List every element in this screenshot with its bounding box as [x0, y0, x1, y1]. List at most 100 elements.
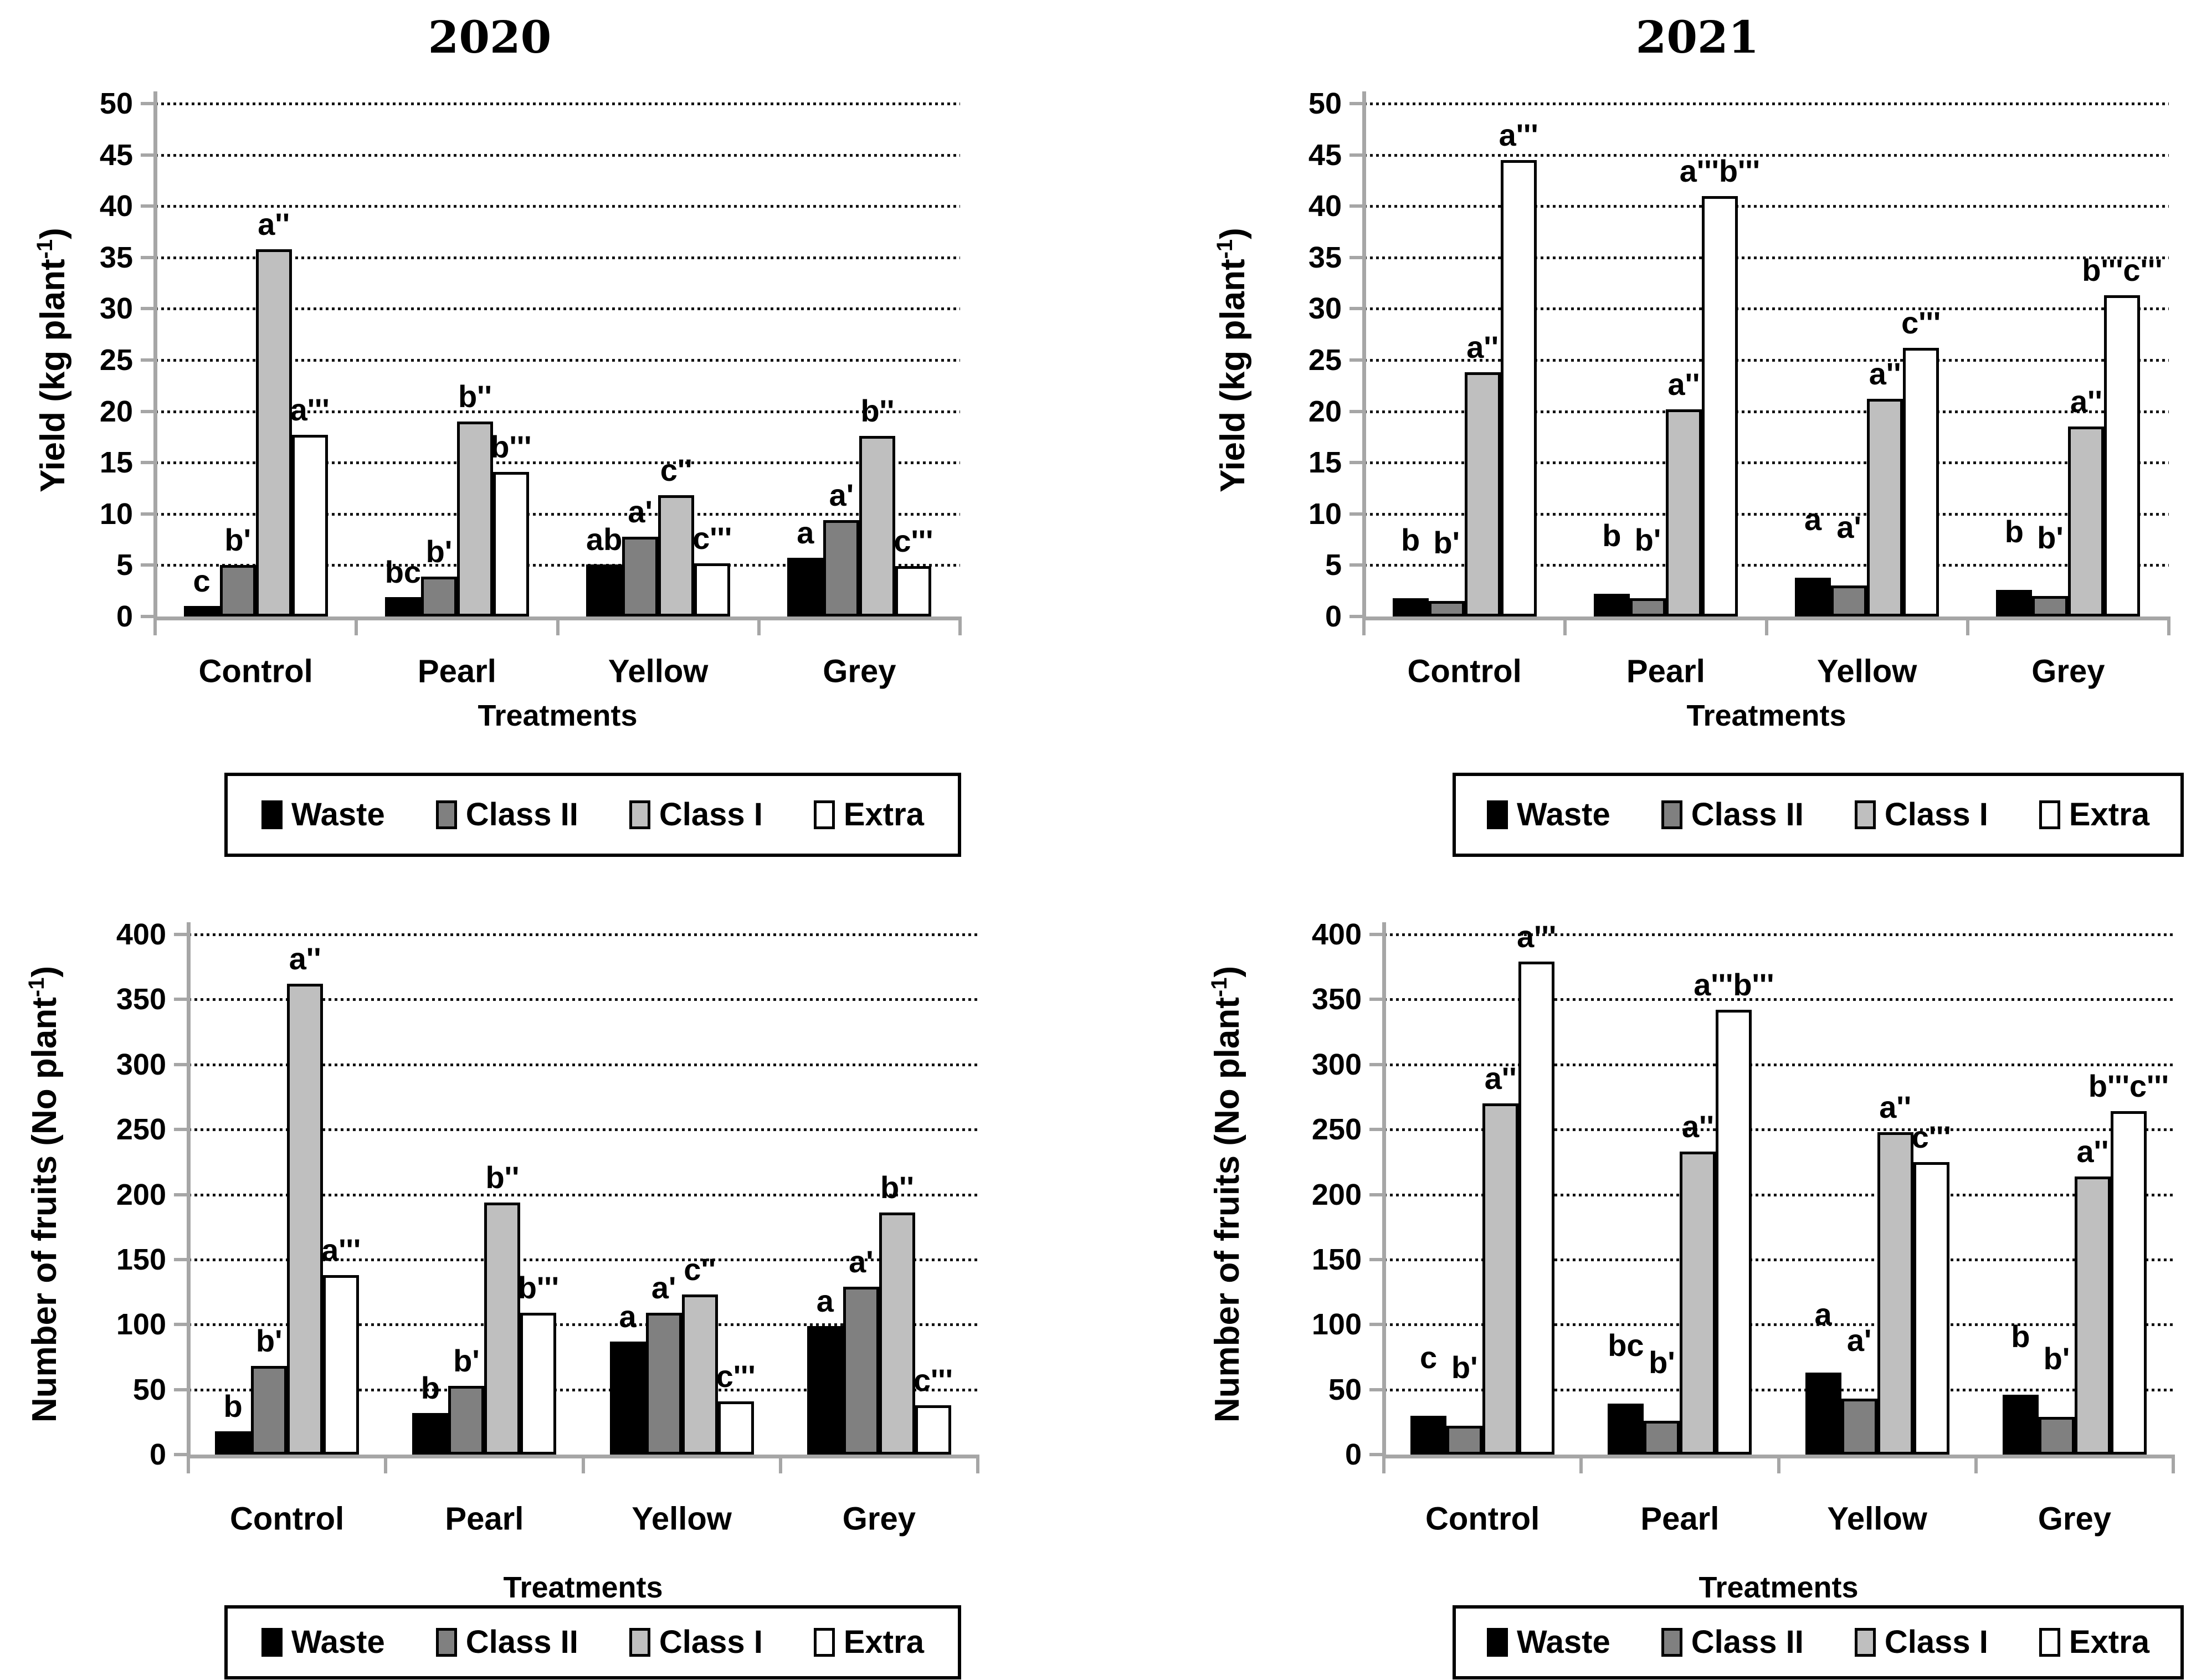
significance-letter: b'': [860, 393, 895, 429]
significance-letter: bc: [1608, 1328, 1644, 1363]
significance-letter: b': [1649, 1344, 1675, 1380]
legend-label: Waste: [291, 797, 385, 833]
bar-yield-2020-grey-class-i: [859, 436, 896, 616]
legend: Waste Class II Class I Extra: [224, 1605, 961, 1679]
significance-letter: b': [453, 1343, 480, 1378]
legend-swatch-class-i: [629, 800, 650, 829]
gridline: [1384, 1128, 2173, 1132]
y-tick-label: 35: [1308, 240, 1342, 274]
bar-yield-2020-control-extra: [291, 435, 328, 616]
y-tick-label: 15: [99, 446, 133, 480]
y-tick-label: 35: [99, 240, 133, 274]
bar-yield-2020-yellow-class-i: [658, 495, 695, 616]
x-tick-mark: [1974, 1455, 1978, 1473]
y-tick-label: 400: [1311, 918, 1362, 951]
legend-item-class-i: Class I: [629, 1626, 763, 1658]
y-tick-label: 200: [1311, 1178, 1362, 1211]
bar-fruits-2020-grey-class-ii: [843, 1287, 879, 1455]
x-category-label: Yellow: [608, 653, 709, 690]
x-tick-mark: [355, 616, 358, 635]
bar-yield-2021-control-extra: [1500, 160, 1537, 616]
legend-item-class-i: Class I: [1854, 1626, 1988, 1658]
significance-letter: c''': [913, 1362, 953, 1398]
bar-fruits-2021-grey-class-i: [2074, 1176, 2111, 1455]
bar-yield-2021-yellow-waste: [1795, 577, 1831, 616]
legend-item-extra: Extra: [2039, 799, 2149, 831]
y-tick-label: 45: [99, 138, 133, 172]
bar-yield-2020-control-waste: [183, 606, 220, 616]
legend-swatch-waste: [1487, 800, 1508, 829]
y-tick-label: 400: [116, 918, 166, 951]
x-tick-mark: [2172, 1455, 2175, 1473]
y-tick-mark: [141, 307, 155, 311]
y-tick-label: 350: [116, 983, 166, 1016]
legend: Waste Class II Class I Extra: [1453, 773, 2184, 857]
significance-letter: a: [816, 1283, 834, 1318]
bar-yield-2021-grey-class-i: [2068, 427, 2105, 616]
bar-fruits-2020-grey-waste: [807, 1325, 843, 1455]
y-axis-title-close: ): [1208, 965, 1246, 978]
bar-yield-2020-control-class-ii: [219, 565, 256, 616]
gridline: [155, 461, 960, 465]
x-category-label: Control: [198, 653, 313, 690]
y-tick-mark: [1349, 615, 1364, 618]
bar-fruits-2020-yellow-waste: [609, 1341, 646, 1455]
gridline: [1364, 102, 2169, 105]
legend-item-extra: Extra: [813, 799, 924, 831]
significance-letter: a'''b''': [1694, 967, 1774, 1003]
x-category-label: Pearl: [1640, 1501, 1720, 1537]
bar-fruits-2020-pearl-class-i: [484, 1202, 521, 1455]
y-axis-line: [1362, 91, 1366, 616]
bar-yield-2020-pearl-class-ii: [420, 576, 457, 616]
legend-item-class-ii: Class II: [1661, 1626, 1804, 1658]
bar-yield-2020-control-class-i: [255, 249, 292, 616]
legend: Waste Class II Class I Extra: [224, 773, 961, 857]
legend-swatch-extra: [813, 800, 835, 829]
bar-yield-2021-grey-class-ii: [2032, 595, 2069, 616]
y-tick-label: 50: [99, 87, 133, 120]
x-tick-mark: [1579, 1455, 1583, 1473]
y-tick-mark: [1349, 255, 1364, 259]
bar-fruits-2021-control-class-ii: [1446, 1426, 1483, 1455]
y-tick-label: 50: [1328, 1373, 1362, 1406]
bar-fruits-2021-yellow-waste: [1805, 1373, 1841, 1455]
significance-letter: a': [1846, 1323, 1872, 1358]
significance-letter: a'': [1667, 366, 1700, 402]
y-tick-mark: [1349, 563, 1364, 567]
y-axis-title-close: ): [33, 228, 72, 239]
gridline: [1364, 359, 2169, 362]
bar-fruits-2021-control-extra: [1518, 962, 1555, 1455]
bar-fruits-2021-grey-waste: [2002, 1395, 2039, 1455]
legend-label: Class II: [465, 1624, 578, 1660]
bar-yield-2020-yellow-class-ii: [622, 536, 659, 616]
bar-yield-2021-grey-extra: [2104, 295, 2141, 616]
significance-letter: a'': [1681, 1109, 1714, 1144]
y-tick-mark: [1369, 1062, 1384, 1066]
bar-yield-2021-pearl-waste: [1593, 594, 1630, 616]
x-category-label: Grey: [2031, 653, 2105, 690]
significance-letter: c''': [1901, 305, 1941, 340]
significance-letter: a'': [2076, 1133, 2109, 1169]
significance-letter: a': [829, 477, 854, 512]
gridline: [188, 1323, 978, 1327]
y-tick-mark: [174, 933, 188, 936]
gridline: [1364, 256, 2169, 259]
y-axis-title-close: ): [25, 965, 64, 978]
bar-fruits-2020-pearl-waste: [412, 1412, 449, 1455]
y-tick-label: 30: [1308, 292, 1342, 326]
x-axis-title: Treatments: [1686, 699, 1846, 732]
x-tick-mark: [976, 1455, 979, 1473]
legend-item-waste: Waste: [1487, 1626, 1610, 1658]
significance-letter: a'': [1484, 1061, 1517, 1096]
legend-swatch-waste: [261, 1628, 283, 1657]
x-category-label: Control: [1407, 653, 1522, 690]
bar-yield-2020-grey-waste: [787, 558, 824, 616]
gridline: [1364, 512, 2169, 516]
y-tick-mark: [1369, 1257, 1384, 1261]
legend-item-waste: Waste: [261, 1626, 385, 1658]
gridline: [1384, 1388, 2173, 1391]
y-tick-mark: [1349, 512, 1364, 516]
significance-letter: a'': [2070, 384, 2102, 419]
y-tick-label: 50: [1308, 87, 1342, 120]
legend-swatch-extra: [2039, 1628, 2060, 1657]
